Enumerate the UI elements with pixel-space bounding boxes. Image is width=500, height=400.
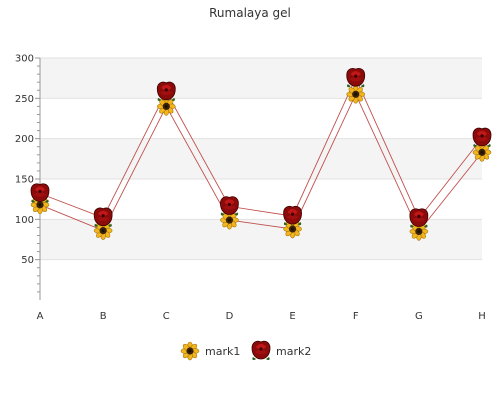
y-tick-label: 200 xyxy=(15,134,34,145)
x-tick-label: E xyxy=(289,311,295,322)
x-tick-label: D xyxy=(226,311,234,322)
x-tick-label: H xyxy=(478,311,486,322)
rose-icon xyxy=(251,340,271,361)
series-line-mark1 xyxy=(39,93,483,233)
sunflower-icon xyxy=(180,341,200,361)
x-tick-label: C xyxy=(163,311,170,322)
x-tick-label: B xyxy=(100,311,107,322)
data-point-mark1 xyxy=(346,84,366,104)
y-tick-label: 250 xyxy=(15,94,34,105)
chart-title: Rumalaya gel xyxy=(209,6,291,20)
y-tick-label: 50 xyxy=(21,255,34,266)
y-tick-label: 300 xyxy=(15,54,34,65)
legend-label: mark2 xyxy=(276,345,311,358)
grid-band xyxy=(40,138,482,179)
x-tick-label: F xyxy=(353,311,359,322)
y-tick-label: 100 xyxy=(15,215,34,226)
grid-band xyxy=(40,219,482,260)
data-point-mark2 xyxy=(219,196,239,216)
legend-label: mark1 xyxy=(205,345,240,358)
x-tick-label: A xyxy=(37,311,44,322)
series-line-mark2 xyxy=(39,77,483,220)
x-tick-label: G xyxy=(415,311,423,322)
grid-band xyxy=(40,58,482,99)
y-tick-label: 150 xyxy=(15,175,34,186)
